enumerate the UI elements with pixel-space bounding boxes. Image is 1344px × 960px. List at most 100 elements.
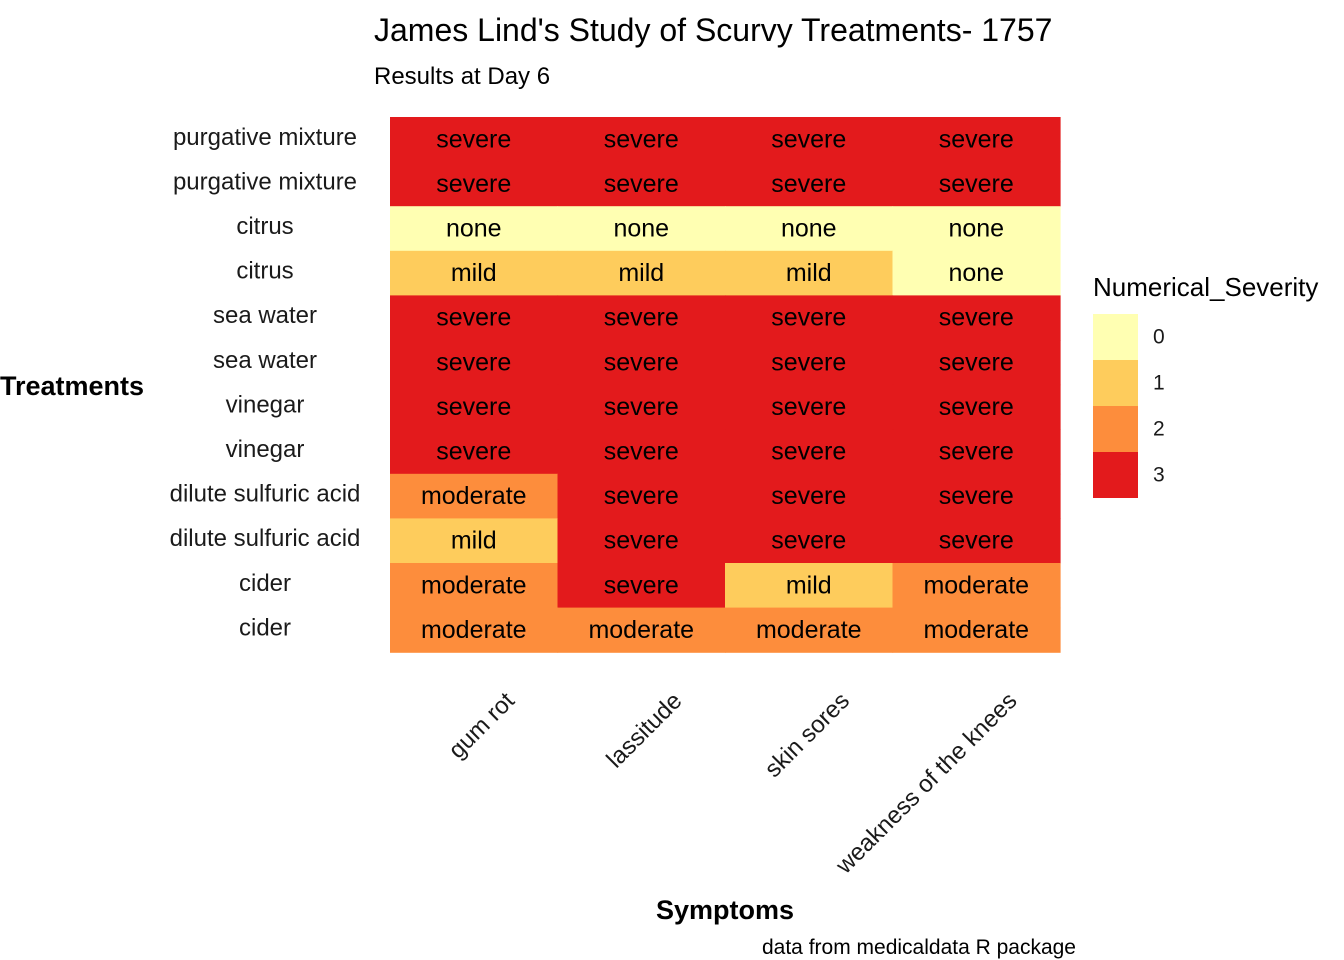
heatmap-cell — [725, 250, 894, 296]
heatmap-cell — [892, 161, 1061, 207]
heatmap-cell — [725, 340, 894, 386]
heatmap-cell — [725, 117, 894, 163]
heatmap-cell — [557, 563, 726, 609]
cell-value-label: severe — [939, 482, 1014, 510]
cell-value-label: moderate — [421, 571, 527, 599]
cell-value-label: severe — [604, 482, 679, 510]
legend-key-label: 3 — [1153, 464, 1165, 487]
x-tick-label: gum rot — [443, 687, 520, 764]
y-axis-title: Treatments — [0, 371, 144, 401]
heatmap-cell — [390, 206, 559, 252]
cell-value-label: mild — [451, 259, 497, 287]
y-tick-label: sea water — [213, 347, 317, 374]
heatmap-cell — [725, 384, 894, 430]
heatmap-cell — [557, 473, 726, 519]
cell-value-label: severe — [939, 125, 1014, 153]
heatmap-cell — [557, 206, 726, 252]
cell-value-label: none — [781, 215, 837, 243]
y-tick-label: citrus — [236, 213, 293, 240]
cell-value-label: severe — [771, 125, 846, 153]
heatmap-cell-labels: severe severe severe severe severe severe seve… — [421, 125, 1029, 644]
y-tick-label: cider — [239, 614, 291, 641]
legend-key-swatch — [1093, 452, 1138, 498]
cell-value-label: severe — [771, 482, 846, 510]
cell-value-label: severe — [939, 393, 1014, 421]
heatmap-cell — [892, 473, 1061, 519]
heatmap-cell — [557, 250, 726, 296]
heatmap-cell — [725, 295, 894, 341]
cell-value-label: moderate — [588, 616, 694, 644]
cell-value-label: severe — [604, 304, 679, 332]
cell-value-label: severe — [604, 438, 679, 466]
heatmap-cell — [557, 161, 726, 207]
heatmap-cell — [892, 340, 1061, 386]
heatmap-cell — [557, 429, 726, 475]
cell-value-label: mild — [786, 571, 832, 599]
cell-value-label: severe — [604, 170, 679, 198]
legend: Numerical_Severity 0 1 2 3 — [1093, 272, 1318, 498]
heatmap-cell — [557, 607, 726, 653]
cell-value-label: severe — [939, 527, 1014, 555]
y-axis-tick-labels: purgative mixture purgative mixture citrus… — [170, 124, 361, 642]
cell-value-label: severe — [771, 393, 846, 421]
cell-value-label: severe — [939, 348, 1014, 376]
cell-value-label: mild — [786, 259, 832, 287]
cell-value-label: moderate — [421, 482, 527, 510]
cell-value-label: severe — [939, 170, 1014, 198]
cell-value-label: severe — [436, 170, 511, 198]
cell-value-label: moderate — [421, 616, 527, 644]
legend-key-swatch — [1093, 360, 1138, 406]
x-tick-label: skin sores — [760, 687, 855, 782]
cell-value-label: severe — [436, 348, 511, 376]
cell-value-label: severe — [604, 348, 679, 376]
heatmap-cell — [892, 429, 1061, 475]
cell-value-label: none — [948, 259, 1004, 287]
heatmap-cell — [892, 206, 1061, 252]
y-tick-label: dilute sulfuric acid — [170, 481, 361, 508]
x-axis-title: Symptoms — [656, 895, 794, 925]
cell-value-label: mild — [618, 259, 664, 287]
cell-value-label: moderate — [756, 616, 862, 644]
cell-value-label: severe — [436, 438, 511, 466]
y-tick-label: vinegar — [226, 391, 305, 418]
heatmap-cell — [892, 518, 1061, 564]
cell-value-label: severe — [939, 304, 1014, 332]
cell-value-label: severe — [771, 527, 846, 555]
heatmap-cell — [557, 384, 726, 430]
heatmap-cell — [725, 518, 894, 564]
cell-value-label: severe — [604, 527, 679, 555]
heatmap-cell — [725, 473, 894, 519]
heatmap-cell — [390, 563, 559, 609]
cell-value-label: none — [446, 215, 502, 243]
heatmap-cell — [725, 161, 894, 207]
heatmap-cell — [892, 117, 1061, 163]
legend-key-swatch — [1093, 406, 1138, 452]
cell-value-label: severe — [771, 438, 846, 466]
chart-title: James Lind's Study of Scurvy Treatments-… — [374, 12, 1052, 48]
heatmap-cell — [892, 563, 1061, 609]
heatmap-cell — [557, 518, 726, 564]
cell-value-label: severe — [604, 571, 679, 599]
heatmap-cell — [390, 117, 559, 163]
y-tick-label: citrus — [236, 258, 293, 285]
heatmap-cell — [557, 117, 726, 163]
cell-value-label: moderate — [923, 571, 1029, 599]
cell-value-label: severe — [436, 304, 511, 332]
cell-value-label: severe — [771, 170, 846, 198]
heatmap-cells — [390, 117, 1061, 653]
heatmap-cell — [390, 250, 559, 296]
heatmap-cell — [892, 295, 1061, 341]
y-tick-label: dilute sulfuric acid — [170, 525, 361, 552]
x-tick-label: lassitude — [601, 687, 687, 773]
cell-value-label: mild — [451, 527, 497, 555]
heatmap-cell — [390, 518, 559, 564]
heatmap-cell — [725, 206, 894, 252]
heatmap-cell — [390, 384, 559, 430]
heatmap-cell — [892, 607, 1061, 653]
heatmap-cell — [390, 429, 559, 475]
cell-value-label: severe — [771, 348, 846, 376]
heatmap-cell — [892, 250, 1061, 296]
heatmap-cell — [390, 607, 559, 653]
